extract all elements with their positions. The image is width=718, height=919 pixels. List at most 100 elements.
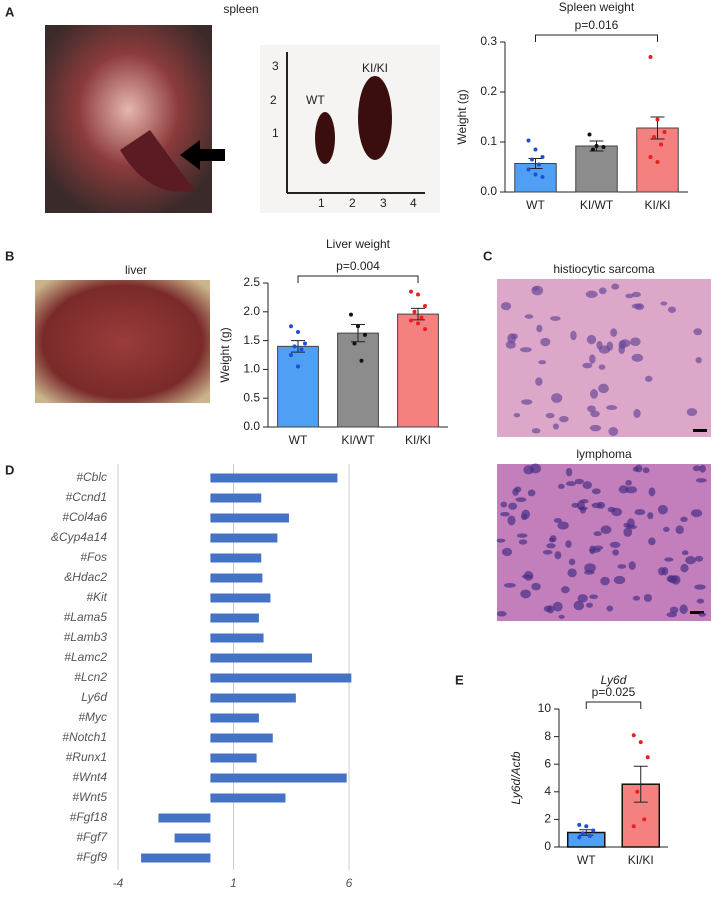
nucleus	[565, 467, 573, 477]
nucleus	[609, 541, 621, 548]
data-point	[594, 144, 599, 148]
nucleus	[643, 593, 652, 602]
nucleus	[600, 576, 610, 586]
category-label: #Wnt4	[72, 770, 107, 784]
y-tick-label: 8	[544, 729, 551, 743]
panel-label: C	[483, 248, 493, 263]
nucleus	[573, 600, 585, 611]
data-point	[412, 309, 417, 314]
spleen-wt	[315, 112, 335, 164]
nucleus	[542, 549, 553, 555]
bar	[210, 513, 289, 523]
liver-photo	[35, 280, 210, 403]
data-point	[659, 142, 663, 147]
bar	[141, 853, 211, 863]
nucleus	[618, 344, 625, 355]
histology-image	[497, 279, 711, 437]
data-point	[655, 117, 660, 122]
photo-label: KI/KI	[362, 61, 388, 75]
nucleus	[617, 564, 627, 569]
nucleus	[669, 606, 679, 614]
nucleus	[557, 521, 569, 530]
nucleus	[611, 507, 623, 517]
y-tick-label: 2.0	[243, 304, 260, 318]
nucleus	[508, 502, 518, 510]
bar	[210, 773, 347, 783]
data-point	[587, 132, 592, 137]
nucleus	[507, 515, 516, 526]
nucleus	[582, 481, 593, 490]
nucleus	[692, 465, 701, 472]
data-point	[631, 824, 636, 829]
nucleus	[589, 389, 599, 399]
nucleus	[679, 604, 688, 615]
nucleus	[568, 558, 576, 566]
data-point	[289, 324, 293, 329]
bar	[210, 473, 338, 483]
data-point	[591, 828, 596, 833]
data-point	[296, 364, 300, 369]
x-tick-label: 6	[346, 876, 353, 890]
ruler-label: 3	[380, 196, 387, 210]
nucleus	[648, 537, 656, 546]
nucleus	[567, 568, 577, 578]
nucleus	[546, 543, 556, 549]
bar	[210, 753, 257, 763]
category-label: #Cblc	[76, 470, 107, 484]
y-tick-label: 10	[538, 701, 552, 715]
nucleus	[693, 328, 703, 336]
data-point	[577, 835, 582, 840]
category-label: #Lama5	[64, 610, 108, 624]
nucleus	[590, 410, 600, 418]
x-tick-label: KI/WT	[580, 198, 614, 212]
nucleus	[593, 545, 604, 551]
nucleus	[532, 286, 539, 291]
nucleus	[631, 353, 644, 362]
data-point	[580, 831, 585, 836]
data-point	[533, 172, 538, 177]
data-point	[292, 344, 297, 349]
annotation: p=0.025	[592, 685, 636, 699]
nucleus	[598, 345, 611, 354]
nucleus	[523, 465, 534, 475]
nucleus	[523, 570, 534, 581]
nucleus	[608, 427, 619, 436]
ruler-label: 1	[272, 126, 279, 140]
nucleus	[543, 605, 552, 612]
photo-caption: spleen	[223, 2, 258, 16]
bar	[210, 653, 313, 663]
nucleus	[634, 509, 646, 516]
data-point	[423, 327, 427, 332]
y-axis-label: Ly6d/Actb	[509, 751, 523, 804]
data-point	[526, 138, 531, 143]
nucleus	[625, 486, 638, 494]
annotation: p=0.016	[575, 18, 619, 32]
nucleus	[699, 464, 706, 473]
data-point	[526, 167, 531, 172]
ruler-label: 2	[270, 93, 277, 107]
ruler-label: 4	[410, 196, 417, 210]
category-label: #Fgf18	[70, 810, 108, 824]
x-tick-label: KI/KI	[644, 198, 670, 212]
nucleus	[513, 412, 521, 418]
nucleus	[631, 291, 641, 298]
nucleus	[557, 483, 565, 489]
nucleus	[554, 551, 562, 560]
nucleus	[548, 537, 556, 543]
nucleus	[503, 582, 516, 588]
bar	[210, 633, 264, 643]
histology-image	[497, 464, 711, 621]
scale-bar	[693, 429, 707, 432]
bar	[210, 793, 286, 803]
data-point	[645, 755, 650, 760]
nucleus	[612, 549, 619, 556]
nucleus	[507, 333, 517, 344]
chart-title: Liver weight	[326, 237, 391, 251]
data-point	[631, 733, 636, 738]
nucleus	[593, 531, 602, 537]
category-label: #Notch1	[62, 730, 107, 744]
nucleus	[584, 563, 596, 573]
category-label: #Ccnd1	[66, 490, 107, 504]
nucleus	[500, 501, 508, 508]
nucleus	[635, 464, 643, 473]
